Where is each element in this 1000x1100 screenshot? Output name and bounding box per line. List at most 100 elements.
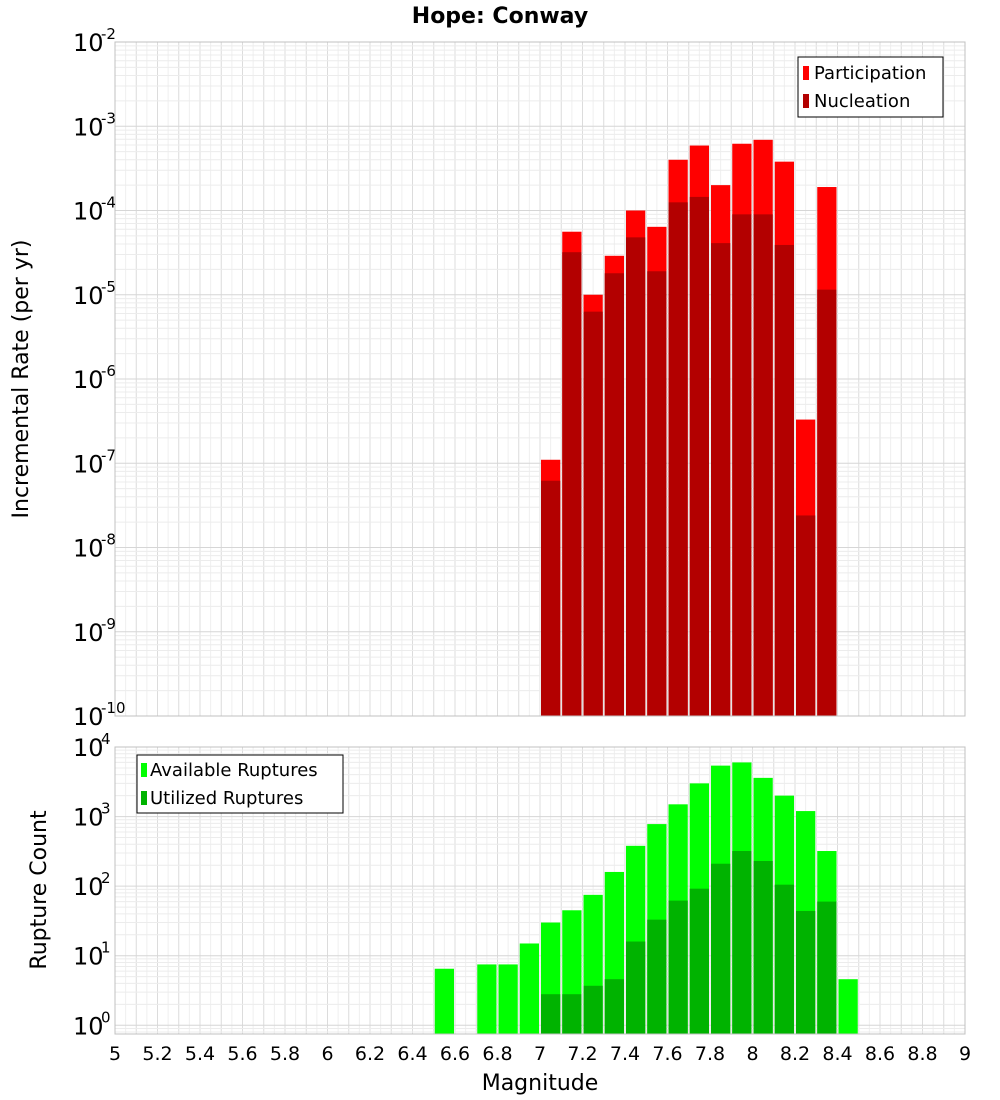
bar-nucleation	[583, 311, 603, 716]
x-tick-label: 7	[534, 1043, 546, 1065]
bar-nucleation	[796, 515, 816, 716]
bottom-y-tick-exponent: 0	[101, 1008, 111, 1026]
bottom-y-tick-label: 10	[73, 734, 104, 762]
x-tick-labels: 5 5.2 5.4 5.6 5.8 6 6.2 6.4 6.6 6.8 7 7.2 7.4 7.6 7.8 8…	[109, 1043, 971, 1065]
x-tick-label: 7.2	[567, 1043, 597, 1065]
x-tick-label: 7.4	[610, 1043, 640, 1065]
bar-available-ruptures	[838, 979, 858, 1034]
x-tick-label: 7.8	[695, 1043, 725, 1065]
top-y-tick-label: 10	[73, 703, 104, 731]
bottom-y-tick-exponent: 3	[101, 800, 111, 818]
bar-utilized-ruptures	[753, 860, 773, 1034]
top-legend: Participation Nucleation	[797, 56, 944, 118]
bar-nucleation	[689, 196, 709, 717]
bar-nucleation	[626, 237, 646, 717]
bottom-legend-box	[136, 754, 344, 814]
bar-nucleation	[647, 271, 667, 716]
top-plot-frame	[114, 41, 966, 717]
top-y-tick-label: 10	[73, 198, 104, 226]
bar-nucleation	[562, 252, 582, 717]
top-grid	[114, 41, 966, 717]
x-tick-label: 6.4	[397, 1043, 427, 1065]
x-tick-label: 6.2	[355, 1043, 385, 1065]
x-tick-label: 8.2	[780, 1043, 810, 1065]
bottom-bars	[434, 762, 858, 1034]
top-y-tick-exponent: -5	[101, 278, 116, 296]
x-tick-label: 5.4	[185, 1043, 215, 1065]
bar-nucleation	[711, 243, 731, 716]
bar-available-ruptures	[519, 943, 539, 1034]
bar-available-ruptures	[498, 964, 518, 1034]
top-y-tick-label: 10	[73, 366, 104, 394]
top-legend-box	[797, 56, 944, 118]
bottom-plot-frame	[114, 746, 966, 1035]
top-y-tick-label: 10	[73, 450, 104, 478]
bar-utilized-ruptures	[541, 994, 561, 1034]
top-y-tick-exponent: -9	[101, 615, 116, 633]
bar-utilized-ruptures	[647, 919, 667, 1034]
bottom-legend: Available Ruptures Utilized Ruptures	[136, 754, 344, 814]
top-y-tick-exponent: -3	[101, 109, 116, 127]
x-tick-label: 8.4	[822, 1043, 852, 1065]
bar-nucleation	[541, 480, 561, 716]
bar-nucleation	[668, 202, 688, 716]
bar-utilized-ruptures	[796, 910, 816, 1034]
bottom-y-tick-label: 10	[73, 1012, 104, 1040]
top-y-tick-label: 10	[73, 113, 104, 141]
x-tick-label: 8	[746, 1043, 758, 1065]
top-y-tick-exponent: -4	[101, 194, 116, 212]
legend-swatch-utilized	[141, 791, 147, 805]
x-tick-label: 5	[109, 1043, 121, 1065]
bar-utilized-ruptures	[774, 884, 794, 1034]
x-tick-label: 6.8	[482, 1043, 512, 1065]
legend-swatch-participation	[803, 66, 809, 80]
x-tick-label: 8.6	[865, 1043, 895, 1065]
top-y-tick-exponent: -2	[101, 25, 116, 43]
legend-label-utilized: Utilized Ruptures	[150, 788, 303, 809]
x-tick-label: 5.6	[227, 1043, 257, 1065]
bar-available-ruptures	[477, 964, 497, 1034]
bar-utilized-ruptures	[711, 863, 731, 1034]
bar-utilized-ruptures	[626, 941, 646, 1034]
top-y-tick-exponent: -6	[101, 362, 116, 380]
top-y-tick-exponent: -7	[101, 446, 116, 464]
top-y-tick-label: 10	[73, 282, 104, 310]
bar-utilized-ruptures	[604, 979, 624, 1034]
bar-utilized-ruptures	[689, 888, 709, 1034]
top-y-axis-title: Incremental Rate (per yr)	[9, 240, 34, 519]
bar-utilized-ruptures	[583, 985, 603, 1034]
legend-swatch-available	[141, 763, 147, 777]
x-tick-label: 7.6	[652, 1043, 682, 1065]
bottom-y-tick-label: 10	[73, 804, 104, 832]
x-tick-label: 8.8	[907, 1043, 937, 1065]
bottom-y-tick-label: 10	[73, 943, 104, 971]
bottom-y-tick-exponent: 4	[101, 730, 111, 748]
bar-utilized-ruptures	[732, 851, 752, 1034]
bottom-y-axis-title: Rupture Count	[27, 810, 52, 970]
x-tick-label: 5.8	[270, 1043, 300, 1065]
legend-swatch-nucleation	[803, 94, 809, 108]
bar-utilized-ruptures	[562, 994, 582, 1034]
bar-nucleation	[774, 244, 794, 716]
bar-nucleation	[817, 289, 837, 716]
bar-nucleation	[732, 214, 752, 716]
bar-nucleation	[753, 214, 773, 716]
top-y-tick-exponent: -8	[101, 531, 116, 549]
legend-label-available: Available Ruptures	[150, 760, 318, 781]
legend-label-nucleation: Nucleation	[814, 91, 910, 112]
top-bars	[541, 139, 837, 717]
legend-label-participation: Participation	[814, 63, 926, 84]
bar-nucleation	[604, 273, 624, 716]
bottom-y-tick-exponent: 2	[101, 869, 111, 887]
x-tick-label: 6.6	[440, 1043, 470, 1065]
x-tick-label: 9	[959, 1043, 971, 1065]
bar-utilized-ruptures	[817, 901, 837, 1034]
bar-utilized-ruptures	[668, 900, 688, 1034]
bottom-y-tick-exponent: 1	[101, 939, 111, 957]
chart-title: Hope: Conway	[412, 4, 588, 29]
